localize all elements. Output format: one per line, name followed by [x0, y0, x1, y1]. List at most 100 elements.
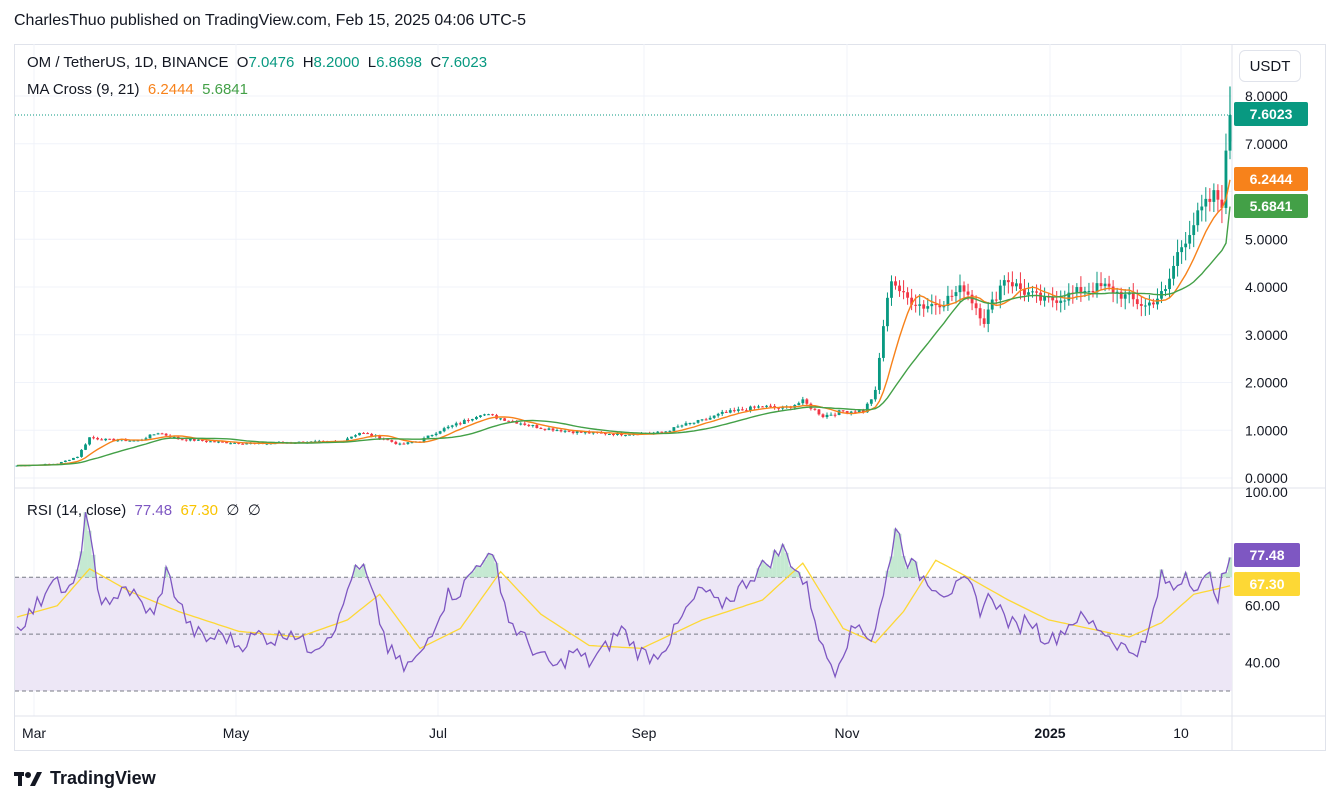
candle-body: [583, 432, 587, 434]
candle-body: [551, 428, 555, 431]
currency-unit-button[interactable]: USDT: [1239, 50, 1301, 82]
candle-body: [184, 439, 188, 441]
candle-body: [603, 432, 607, 435]
candle-body: [676, 426, 680, 428]
candle-body: [531, 425, 535, 427]
candle-body: [761, 406, 764, 408]
candle-body: [100, 439, 104, 441]
candle-body: [63, 460, 67, 462]
candle-body: [402, 443, 406, 445]
rsi-overbought-fill: [784, 552, 789, 578]
rsi-overbought-fill: [357, 569, 362, 578]
ma-slow-value: 5.6841: [202, 81, 248, 98]
candle-body: [317, 440, 321, 442]
candle-body: [346, 438, 349, 441]
candle-body: [599, 432, 603, 434]
rsi-overbought-fill: [768, 567, 773, 578]
candle-body: [515, 421, 519, 424]
candle-body: [1180, 247, 1184, 253]
candle-body: [1212, 190, 1216, 202]
candle-body: [466, 420, 470, 422]
candle-body: [886, 297, 889, 327]
candle-body: [765, 405, 768, 407]
footer-brand[interactable]: TradingView: [14, 768, 156, 789]
candle-body: [998, 285, 1002, 300]
candle-body: [894, 281, 897, 286]
candle-body: [724, 411, 728, 413]
candle-body: [918, 304, 922, 306]
candle-body: [88, 437, 91, 445]
candle-body: [749, 406, 752, 411]
candles: [15, 86, 1232, 467]
candle-body: [1043, 296, 1047, 301]
candle-body: [1176, 252, 1180, 266]
candle-body: [462, 420, 466, 424]
candle-body: [370, 433, 374, 437]
candle-body: [628, 434, 631, 436]
rsi-overbought-fill: [494, 563, 499, 578]
high-value: 8.2000: [313, 54, 360, 71]
rsi-ma-line: [16, 559, 1231, 650]
candle-body: [559, 430, 563, 432]
candle-body: [434, 433, 438, 436]
candle-body: [188, 438, 192, 441]
candle-body: [978, 308, 982, 319]
rsi-overbought-fill: [796, 572, 801, 578]
candle-body: [914, 304, 918, 306]
rsi-overbought-fill: [780, 544, 785, 578]
candle-body: [1002, 280, 1006, 286]
candle-body: [116, 440, 120, 442]
rsi-ma-value: 67.30: [180, 502, 218, 519]
ma-label: MA Cross (9, 21): [27, 81, 140, 98]
candle-body: [744, 410, 748, 412]
candle-body: [757, 406, 760, 408]
candle-body: [1075, 287, 1079, 293]
rsi-overbought-fill: [361, 564, 366, 578]
candle-body: [1139, 304, 1143, 306]
rsi-overbought-fill: [776, 555, 781, 578]
candle-body: [80, 449, 83, 457]
rsi-value: 77.48: [134, 502, 173, 519]
rsi-overbought-fill: [353, 565, 358, 578]
candle-body: [354, 435, 357, 437]
candle-body: [982, 318, 986, 324]
candle-body: [132, 440, 136, 442]
candle-body: [430, 435, 434, 437]
rsi-overbought-fill: [913, 561, 918, 578]
candle-body: [470, 419, 474, 421]
candle-body: [350, 436, 353, 439]
candle-body: [527, 424, 531, 426]
candle-body: [833, 414, 837, 416]
candle-body: [680, 425, 684, 427]
high-label: H: [302, 54, 314, 71]
candle-body: [740, 409, 744, 411]
candle-body: [869, 399, 873, 404]
candle-body: [1208, 198, 1212, 202]
candle-body: [612, 434, 615, 436]
candle-body: [180, 439, 184, 441]
candle-body: [865, 403, 869, 413]
candle-body: [76, 456, 79, 458]
time-tick-label: 2025: [1034, 725, 1065, 741]
low-value: 6.8698: [376, 54, 423, 71]
candle-body: [454, 423, 458, 426]
candle-body: [483, 414, 486, 416]
candle-body: [845, 411, 849, 414]
candle-body: [1014, 283, 1018, 287]
rsi-band: [15, 577, 1232, 691]
rsi-overbought-fill: [83, 512, 88, 578]
rsi-overbought-fill: [909, 558, 914, 578]
candle-body: [160, 433, 164, 435]
candle-body: [1103, 283, 1107, 287]
ma-fast-tag-bg: [1234, 167, 1308, 191]
candle-body: [523, 423, 527, 425]
price-tick-label: 2.0000: [1245, 375, 1288, 391]
ma-slow-tag-bg: [1234, 194, 1308, 218]
candle-body: [938, 305, 942, 308]
candle-body: [535, 425, 539, 429]
candle-body: [192, 438, 196, 441]
candle-body: [547, 428, 551, 430]
price-tick-label: 0.0000: [1245, 470, 1288, 486]
candle-body: [781, 407, 785, 409]
